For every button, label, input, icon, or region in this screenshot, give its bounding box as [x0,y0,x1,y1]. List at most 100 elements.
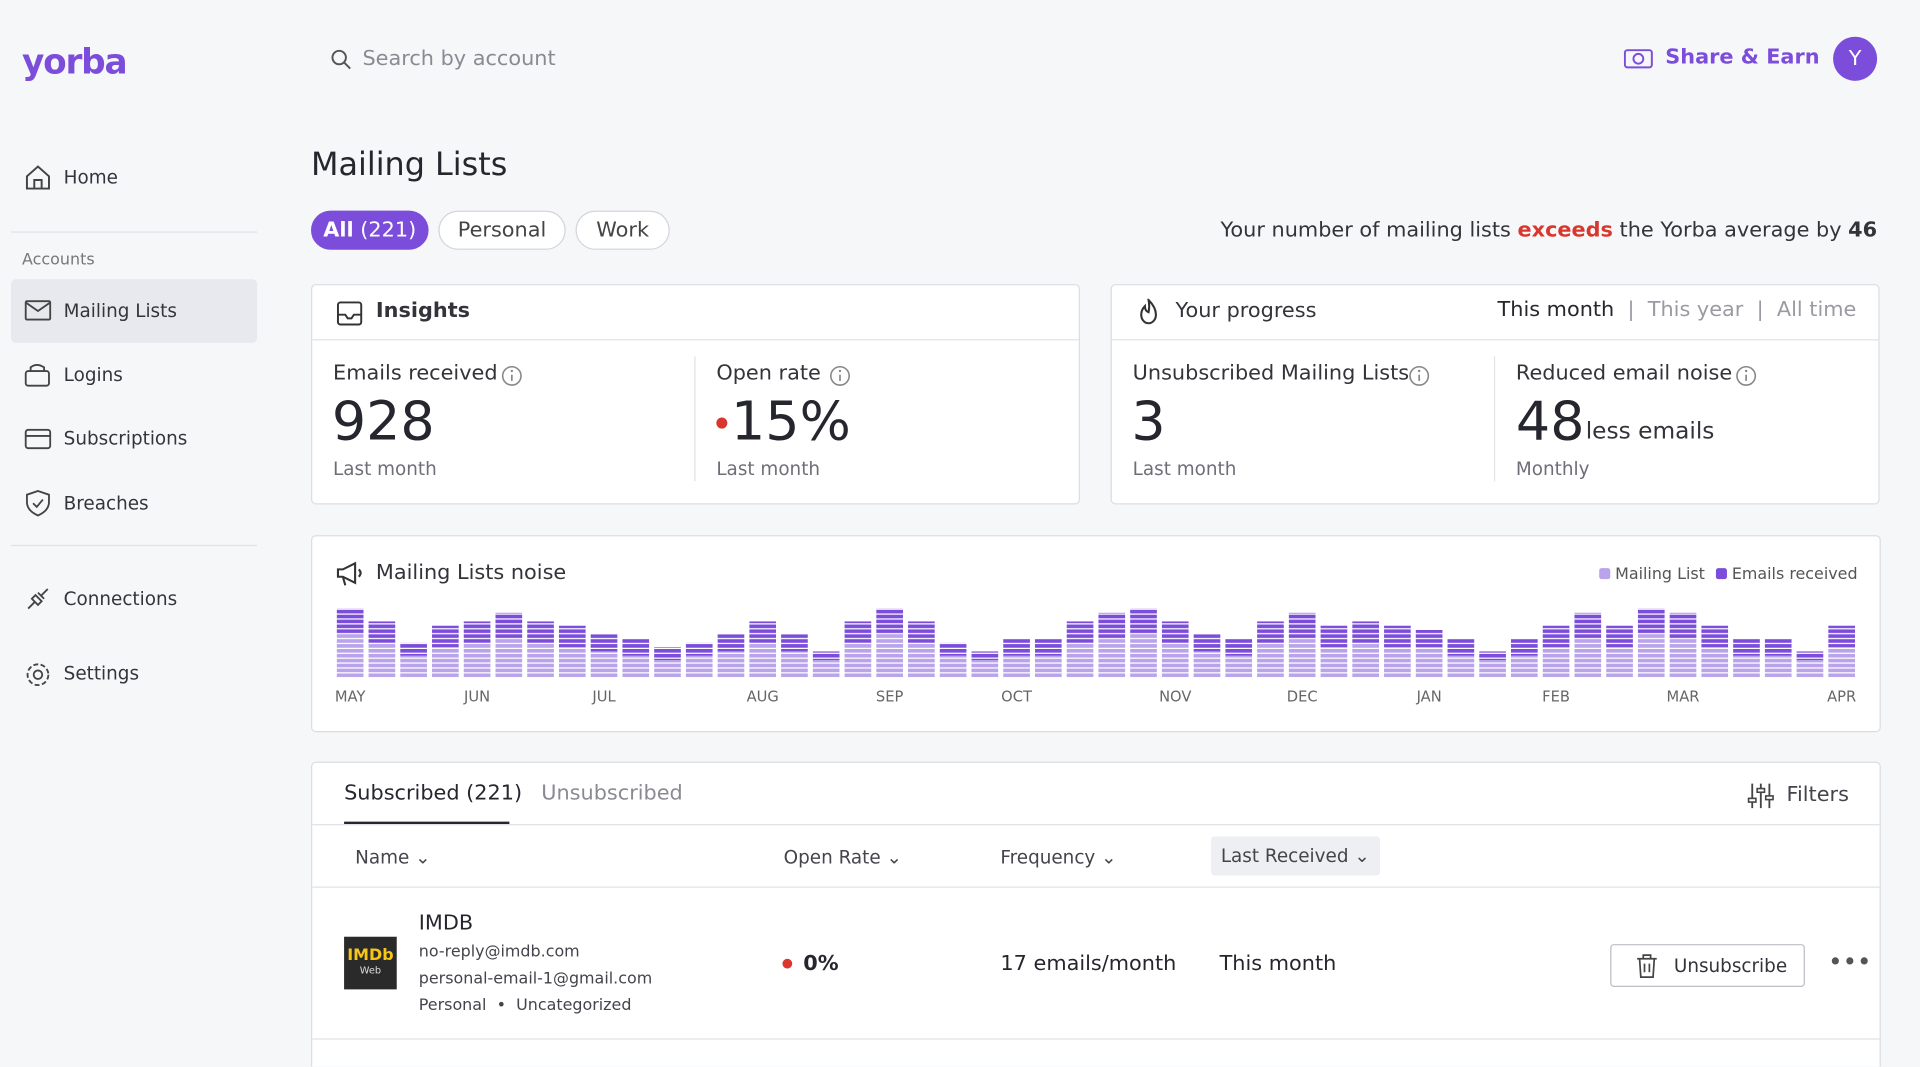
bar-segment [463,621,491,643]
column-header[interactable]: Frequency ⌄ [1000,846,1117,869]
bar-segment [908,642,935,678]
logins-icon [24,363,50,387]
bar-segment [1034,638,1062,656]
bar-segment [1479,660,1506,678]
bar-segment [1447,638,1475,656]
trash-icon [1637,954,1657,979]
bar-segment [1130,634,1157,678]
inbox-icon [336,301,363,326]
table-tab[interactable]: Unsubscribed [541,781,683,806]
search-icon [331,49,351,70]
bar-segment [749,642,777,678]
stat-note: Last month [333,457,437,481]
column-header[interactable]: Name ⌄ [355,846,431,869]
row-email: no-reply@imdb.com [418,942,580,962]
row-frequency: 17 emails/month [1000,951,1177,976]
bar-segment [1415,630,1443,648]
x-tick-label: MAR [1667,689,1700,706]
notice-text: Your number of mailing lists [1220,217,1511,243]
legend-swatch [1715,568,1727,580]
bar-segment [1796,651,1824,661]
nav-connections[interactable]: Connections [63,587,178,610]
bar-segment [1320,625,1348,648]
bar-segment [1288,612,1316,639]
bar-segment [527,642,554,678]
bar-segment [1479,651,1506,661]
notice-highlight: exceeds [1517,217,1613,243]
stat-note: Last month [716,457,821,481]
stat-value: 15% [731,390,851,454]
info-icon[interactable] [1408,365,1430,387]
bar-segment [1003,655,1030,678]
filter-icon [1747,783,1774,809]
notice-number: 46 [1848,217,1878,243]
nav-home[interactable]: Home [63,166,118,189]
bar-segment [685,642,713,656]
tag: Personal [418,996,487,1016]
bar-segment [1352,621,1379,643]
more-menu[interactable]: ••• [1828,946,1872,976]
bar-segment [685,655,713,678]
nav-item[interactable]: Logins [63,363,123,386]
legend-label: Emails received [1732,564,1858,583]
bar-segment [654,660,681,678]
bar-segment [1542,647,1570,678]
row-name[interactable]: IMDB [418,911,474,936]
bar-segment [781,651,808,678]
bar-segment [622,655,650,678]
period-tab[interactable]: This month [1497,297,1615,323]
nav-settings[interactable]: Settings [63,662,140,685]
share-icon [1623,49,1653,69]
table-tab[interactable]: Subscribed (221) [344,781,523,806]
page-title: Mailing Lists [311,146,508,184]
search-input[interactable]: Search by account [362,46,556,72]
bar-segment [1193,634,1221,652]
bar-segment [1669,638,1697,678]
bar-segment [908,621,935,643]
unsubscribe-button[interactable]: Unsubscribe [1610,944,1805,987]
shield-icon [26,490,50,517]
tab-underline [344,821,510,825]
column-label: Last Received [1220,844,1349,867]
nav-item[interactable]: Breaches [63,492,149,515]
period-tab[interactable]: This year [1647,297,1744,323]
bar-segment [1161,642,1189,678]
info-icon[interactable] [501,365,523,387]
bar-segment [1034,655,1062,678]
info-icon[interactable] [829,365,851,387]
notice-text: the Yorba average by [1619,217,1842,243]
bar-segment [1701,625,1729,648]
info-icon[interactable] [1735,365,1757,387]
x-tick-label: NOV [1159,689,1191,706]
nav-item[interactable]: Subscriptions [63,427,188,450]
bar-segment [1384,647,1411,678]
period-tabs: This month | This year | All time [1498,298,1857,322]
column-header[interactable]: Open Rate ⌄ [783,846,902,869]
filter-count: (221) [360,217,417,243]
bar-segment [1225,638,1253,656]
nav-item[interactable]: Mailing Lists [63,300,177,323]
divider [312,339,1079,341]
period-tab[interactable]: All time [1776,297,1857,323]
megaphone-icon [336,561,362,586]
share-earn[interactable]: Share & Earn [1665,45,1820,70]
tag: Uncategorized [516,996,632,1016]
row-last-received: This month [1219,951,1337,976]
legend-label: Mailing List [1615,564,1705,583]
bar-segment [1288,638,1316,678]
bar-segment [1098,612,1126,639]
column-header[interactable]: Last Received ⌄ [1211,836,1380,876]
bar-segment [1257,642,1284,678]
x-tick-label: DEC [1287,689,1318,706]
bar-segment [495,638,523,678]
logo[interactable]: yorba [22,41,128,83]
bar-segment [844,642,872,678]
avatar[interactable]: Y [1833,36,1878,81]
filter-all[interactable]: All (221) [311,210,429,250]
filter-work[interactable]: Work [575,210,670,250]
filter-personal[interactable]: Personal [438,210,566,250]
nav-selected-bg [11,279,258,343]
filters-button[interactable]: Filters [1786,782,1849,807]
